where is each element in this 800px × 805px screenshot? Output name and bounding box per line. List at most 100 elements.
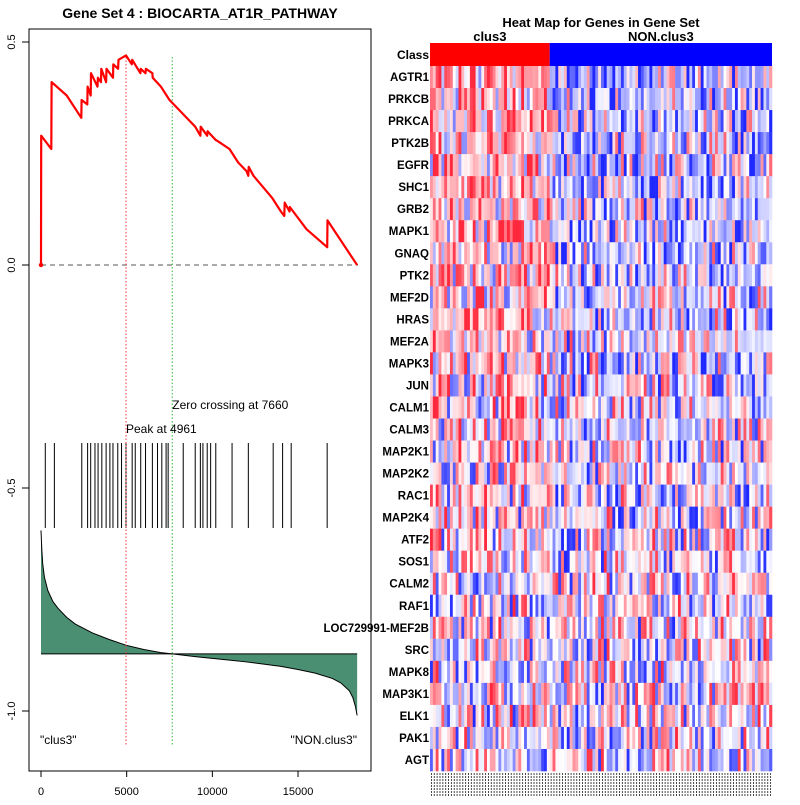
heat-map-cell [703, 264, 707, 287]
heat-map-cell [620, 330, 625, 353]
heat-map-cell [598, 506, 602, 529]
heat-map-cell [455, 726, 459, 750]
heat-map-cell [592, 418, 596, 441]
heat-map-cell [757, 242, 761, 265]
heat-map-cell [752, 726, 756, 750]
heat-map-cell [521, 704, 525, 728]
heat-map-cell [549, 682, 553, 706]
heat-map-cell [660, 88, 664, 111]
heat-map-cell [501, 484, 505, 507]
heat-map-cell [441, 66, 445, 89]
heat-map-cell [561, 110, 565, 133]
heat-map-cell [643, 374, 647, 397]
heat-map-cell [541, 528, 545, 551]
heat-map-cell [504, 726, 508, 750]
heat-map-cell [544, 374, 548, 397]
heat-map-cell [464, 374, 468, 397]
heat-map-cell [723, 616, 727, 640]
heat-map-cell [481, 308, 485, 331]
heat-map-cell [686, 264, 690, 287]
heat-map-cell [504, 308, 508, 331]
heat-map-cell [763, 132, 767, 155]
heat-map-cell [769, 572, 773, 596]
heat-map-cell [706, 220, 710, 243]
heat-map-cell [740, 396, 744, 419]
heat-map-cell [495, 704, 499, 728]
heat-map-cell [660, 638, 664, 662]
heat-map-cell [623, 506, 627, 529]
heat-map-cell [504, 660, 508, 684]
heat-map-cell [723, 418, 727, 441]
heat-map-cell [441, 528, 445, 551]
heat-map-cell [498, 110, 502, 133]
heat-map-cell [464, 726, 468, 750]
heat-map-cell [558, 110, 562, 133]
heat-map-cell [569, 110, 573, 133]
heat-map-cell [749, 66, 753, 89]
heat-map-cell [686, 176, 690, 199]
heat-map-cell [583, 704, 588, 728]
heat-map-cell [555, 704, 559, 728]
heat-map-cell [769, 418, 773, 441]
heat-map-cell [697, 308, 702, 331]
heat-map-cell [757, 66, 761, 89]
heat-map-cell [438, 572, 442, 596]
heat-map-cell [501, 506, 505, 529]
heat-map-cell [538, 352, 542, 375]
heat-map-cell [489, 550, 493, 574]
heat-map-cell [643, 198, 647, 221]
heat-map-cell [441, 418, 445, 441]
heat-map-cell [680, 440, 684, 463]
heat-map-cell [612, 264, 616, 287]
heat-map-cell [521, 594, 525, 618]
heat-map-cell [669, 242, 673, 265]
heat-map-cell [629, 154, 633, 177]
gene-label: GNAQ [395, 248, 430, 260]
heat-map-cell [552, 704, 556, 728]
heat-map-cell [640, 638, 645, 662]
heat-map-cell [663, 660, 667, 684]
heat-map-cell [575, 220, 579, 243]
heat-map-cell [566, 374, 570, 397]
heat-map-cell [467, 308, 471, 331]
heat-map-cell [715, 484, 719, 507]
heat-map-cell [549, 440, 553, 463]
heat-map-cell [484, 572, 488, 596]
heat-map-cell [495, 88, 499, 111]
heat-map-cell [754, 726, 759, 750]
heat-map-cell [498, 550, 502, 574]
heat-map-cell [544, 616, 548, 640]
heat-map-cell [760, 616, 764, 640]
heat-map-cell [546, 176, 550, 199]
heat-map-cell [489, 572, 493, 596]
heat-map-cell [464, 132, 468, 155]
heat-map-cell [689, 638, 693, 662]
heat-map-cell [529, 726, 533, 750]
heat-map-cell [726, 660, 730, 684]
heat-map-cell [583, 154, 588, 177]
heat-map-cell [475, 528, 479, 551]
heat-map-cell [484, 594, 488, 618]
heat-map-cell [484, 638, 488, 662]
heat-map-cell [737, 550, 741, 574]
heat-map-cell [760, 506, 764, 529]
heat-map-cell [581, 660, 585, 684]
heat-map-cell [715, 594, 719, 618]
heat-map-cell [618, 330, 622, 353]
heat-map-cell [655, 396, 659, 419]
heat-map-cell [629, 528, 633, 551]
heat-map-cell [655, 726, 659, 750]
heat-map-cell [620, 748, 625, 772]
heat-map-cell [680, 352, 684, 375]
heat-map-cell [695, 176, 699, 199]
heat-map-cell [737, 506, 741, 529]
heat-map-cell [740, 374, 744, 397]
heat-map-cell [447, 88, 451, 111]
heat-map-cell [686, 594, 690, 618]
heat-map-cell [498, 308, 502, 331]
heat-map-cell [441, 132, 445, 155]
heat-map-cell [546, 572, 550, 596]
heat-map-cell [487, 132, 491, 155]
heat-map-cell [578, 484, 582, 507]
heat-map-cell [489, 528, 493, 551]
